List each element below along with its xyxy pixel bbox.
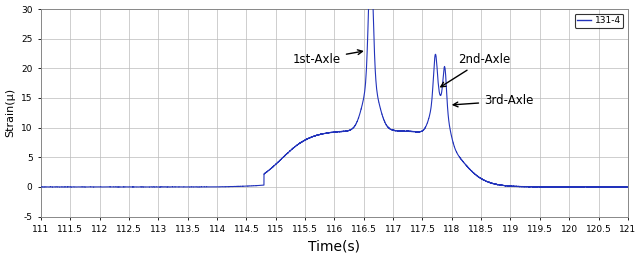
Text: 1st-Axle: 1st-Axle bbox=[293, 50, 363, 66]
Text: 3rd-Axle: 3rd-Axle bbox=[453, 95, 534, 107]
Text: 2nd-Axle: 2nd-Axle bbox=[441, 53, 510, 87]
Legend: 131-4: 131-4 bbox=[575, 13, 623, 28]
X-axis label: Time(s): Time(s) bbox=[308, 239, 360, 254]
Y-axis label: Strain(μ): Strain(μ) bbox=[6, 88, 15, 137]
